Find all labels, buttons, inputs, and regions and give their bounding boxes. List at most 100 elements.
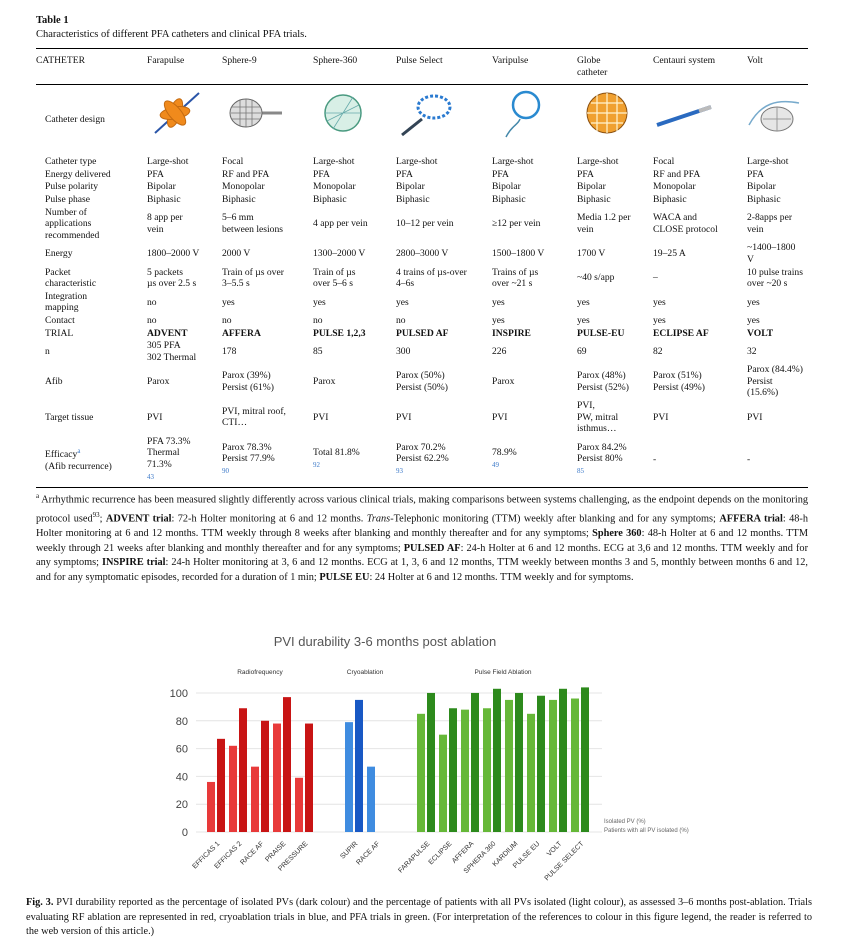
design-cell xyxy=(313,85,396,157)
table-cell: Large-shot xyxy=(747,156,808,169)
table-cell: Bipolar xyxy=(747,181,808,194)
table-cell: yes xyxy=(492,315,577,328)
table-row: Integration mapping no yes yes yes yes yes yes y… xyxy=(36,291,808,315)
table-cell: 5 packets µs over 2.5 s xyxy=(147,267,222,291)
bar xyxy=(229,745,237,832)
table-cell: 1700 V xyxy=(577,242,653,266)
catheter-image xyxy=(505,90,541,138)
table-cell: Parox (39%) Persist (61%) xyxy=(222,364,313,400)
cell-text: Biphasic xyxy=(222,193,256,205)
catheter-image xyxy=(656,105,712,128)
footnote-segment: ; xyxy=(99,513,106,525)
table-cell: Biphasic xyxy=(747,194,808,207)
cell-text: 2000 V xyxy=(222,248,251,260)
cell-text: yes xyxy=(492,314,505,326)
cell-text: PVI xyxy=(653,411,669,423)
cell-text: Parox xyxy=(313,375,336,387)
row-label: Number of applications recommended xyxy=(36,207,147,243)
table-cell: Bipolar xyxy=(396,181,492,194)
design-cell xyxy=(653,85,747,157)
bar xyxy=(527,713,535,832)
cell-text: WACA and CLOSE protocol xyxy=(653,212,718,235)
cell-text: no xyxy=(313,314,323,326)
bar xyxy=(273,723,281,832)
bar xyxy=(305,723,313,832)
bar xyxy=(483,708,491,832)
cell-text: 5 packets µs over 2.5 s xyxy=(147,266,197,290)
table-cell: WACA and CLOSE protocol xyxy=(653,207,747,243)
cell-text: PFA xyxy=(492,168,509,180)
cell-text: Biphasic xyxy=(313,193,347,205)
row-label-text: n xyxy=(45,345,50,357)
catheter-image xyxy=(324,94,362,132)
cell-text: 226 xyxy=(492,345,507,357)
table-cell: yes xyxy=(577,291,653,315)
cell-text: VOLT xyxy=(747,327,774,339)
table-title: Characteristics of different PFA cathete… xyxy=(36,29,307,40)
y-tick-label: 20 xyxy=(176,799,188,811)
table-cell: yes xyxy=(747,315,808,328)
cell-text: 1700 V xyxy=(577,248,606,260)
table-cell: Biphasic xyxy=(147,194,222,207)
cell-text: Monopolar xyxy=(653,181,696,193)
catheter-image xyxy=(154,92,200,134)
row-label: Efficacya (Afib recurrence) xyxy=(36,435,147,489)
column-header: Farapulse xyxy=(147,47,222,86)
row-label: Catheter design xyxy=(45,114,105,126)
table-row: Energy 1800–2000 V 2000 V 1300–2000 V 2800–3… xyxy=(36,242,808,266)
cell-text: ≥12 per vein xyxy=(492,218,541,230)
cell-text: 78.9% xyxy=(492,447,517,459)
bar xyxy=(571,698,579,832)
cell-text: 2-8apps per vein xyxy=(747,212,793,235)
table-cell: Parox xyxy=(147,364,222,400)
cell-text: AFFERA xyxy=(222,327,261,339)
table-cell: PFA xyxy=(147,169,222,182)
y-tick-label: 60 xyxy=(176,744,188,756)
table-cell: PULSED AF xyxy=(396,328,492,341)
table-row: Number of applications recommended 8 app … xyxy=(36,207,808,243)
x-tick-label: SUPIR xyxy=(339,840,359,860)
catheter-image xyxy=(401,94,452,137)
table-cell: 8 app per vein xyxy=(147,207,222,243)
row-label-text: Efficacy xyxy=(45,449,78,461)
table-cell: PVI, mitral roof, CTI… xyxy=(222,400,313,436)
bar xyxy=(251,766,259,832)
cell-text: PULSED AF xyxy=(396,327,449,339)
cell-text: PULSE-EU xyxy=(577,327,625,339)
table-cell: Large-shot xyxy=(577,156,653,169)
table-label: Table 1 xyxy=(36,15,69,26)
y-tick-label: 40 xyxy=(176,771,188,783)
cell-text: Large-shot xyxy=(492,156,534,168)
cell-text: Biphasic xyxy=(653,193,687,205)
header-row: CATHETER Farapulse Sphere-9 Sphere-360 Pulse… xyxy=(36,47,808,86)
cell-text: PVI xyxy=(492,411,508,423)
cell-text: 32 xyxy=(747,345,757,357)
table-cell: Biphasic xyxy=(396,194,492,207)
bar xyxy=(461,709,469,832)
bar xyxy=(207,781,215,832)
table-cell: - xyxy=(653,435,747,489)
footnote-segment: PULSE EU xyxy=(319,571,370,583)
row-label: Energy delivered xyxy=(36,169,147,182)
table-cell: Large-shot xyxy=(147,156,222,169)
cell-text: PFA xyxy=(747,168,764,180)
cell-text: 1500–1800 V xyxy=(492,248,545,260)
legend-label: Isolated PV (%) xyxy=(604,819,646,825)
figure-caption: Fig. 3. PVI durability reported as the p… xyxy=(26,896,812,940)
table-cell: yes xyxy=(747,291,808,315)
bar xyxy=(549,699,557,832)
table-cell: ≥12 per vein xyxy=(492,207,577,243)
reference: 49 xyxy=(492,461,499,470)
table-cell: PFA xyxy=(313,169,396,182)
table-cell: Train of µs over 3–5.5 s xyxy=(222,267,313,291)
cell-text: Train of µs over 3–5.5 s xyxy=(222,266,284,290)
table-cell: 1800–2000 V xyxy=(147,242,222,266)
table-cell: 85 xyxy=(313,340,396,364)
row-label-note: (Afib recurrence) xyxy=(45,461,112,473)
catheter-image xyxy=(586,92,628,134)
cell-text: Bipolar xyxy=(492,181,521,193)
design-cell xyxy=(222,85,313,157)
row-label-text: Packet characteristic xyxy=(45,266,97,290)
group-label: Radiofrequency xyxy=(237,669,283,676)
footnote-segment: : 48-h Holter monitoring at 6 and 12 mon… xyxy=(36,513,808,540)
